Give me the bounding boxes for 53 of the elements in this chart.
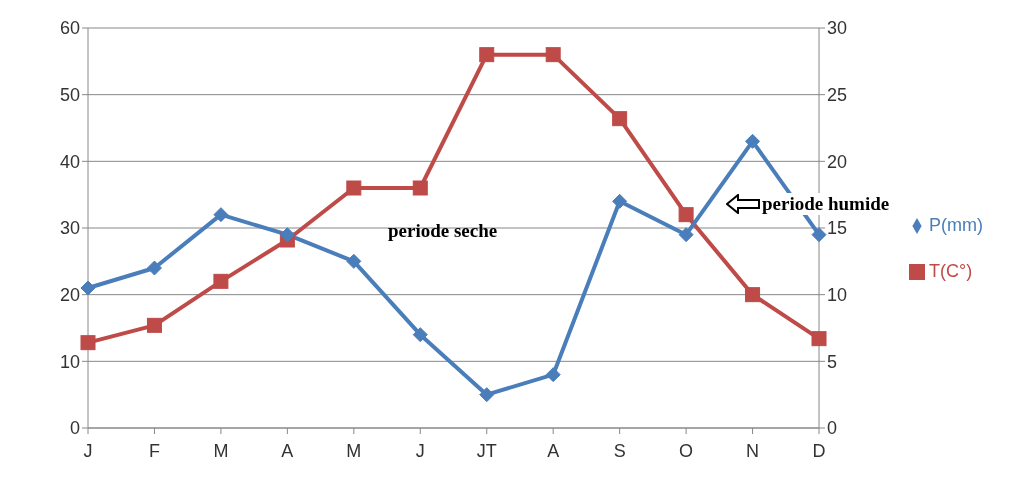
- point: [678, 207, 694, 223]
- point: [811, 331, 827, 347]
- x-tick-label: A: [547, 440, 560, 461]
- point: [213, 273, 229, 289]
- point: [146, 317, 162, 333]
- x-tick-label: O: [679, 440, 694, 461]
- x-tick-label: J: [83, 440, 93, 461]
- y2-tick-label: 0: [827, 418, 838, 439]
- y2-tick-label: 10: [827, 285, 848, 306]
- x-tick-label: D: [812, 440, 826, 461]
- x-tick-label: S: [613, 440, 626, 461]
- y-tick-label: 40: [59, 151, 80, 172]
- point: [279, 227, 295, 243]
- point: [811, 227, 827, 243]
- point: [80, 335, 96, 351]
- y-tick-label: 10: [59, 351, 80, 372]
- y-tick-label: 20: [59, 285, 80, 306]
- y2-tick-label: 20: [827, 151, 848, 172]
- y2-tick-label: 30: [827, 18, 848, 39]
- annotation: periode seche: [388, 220, 498, 242]
- point: [412, 327, 428, 343]
- point: [213, 207, 229, 223]
- point: [346, 180, 362, 196]
- x-tick-label: JT: [476, 440, 497, 461]
- y2-tick-label: 25: [827, 85, 848, 106]
- legend-label: P(mm): [929, 215, 983, 235]
- point: [612, 111, 628, 127]
- y-tick-label: 30: [59, 218, 80, 239]
- y-tick-label: 60: [59, 18, 80, 39]
- point: [80, 280, 96, 296]
- point: [612, 193, 628, 209]
- x-tick-label: N: [746, 440, 760, 461]
- y2-tick-label: 15: [827, 218, 848, 239]
- x-tick-label: J: [415, 440, 425, 461]
- point: [678, 227, 694, 243]
- point: [745, 133, 761, 149]
- legend-label: T(C°): [929, 261, 973, 281]
- x-tick-label: M: [346, 440, 362, 461]
- point: [412, 180, 428, 196]
- point: [479, 47, 495, 63]
- y-tick-label: 50: [59, 85, 80, 106]
- x-tick-label: F: [148, 440, 160, 461]
- x-tick-label: M: [213, 440, 229, 461]
- point: [545, 367, 561, 383]
- y-tick-label: 0: [69, 418, 80, 439]
- point: [745, 287, 761, 303]
- y2-tick-label: 5: [827, 351, 838, 372]
- point: [545, 47, 561, 63]
- annotation: periode humide: [762, 193, 890, 215]
- x-tick-label: A: [281, 440, 294, 461]
- point: [346, 253, 362, 269]
- point: [146, 260, 162, 276]
- point: [479, 387, 495, 403]
